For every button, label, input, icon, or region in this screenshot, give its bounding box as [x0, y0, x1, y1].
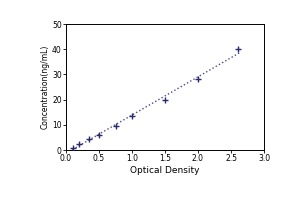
X-axis label: Optical Density: Optical Density	[130, 166, 200, 175]
Y-axis label: Concentration(ng/mL): Concentration(ng/mL)	[40, 45, 49, 129]
